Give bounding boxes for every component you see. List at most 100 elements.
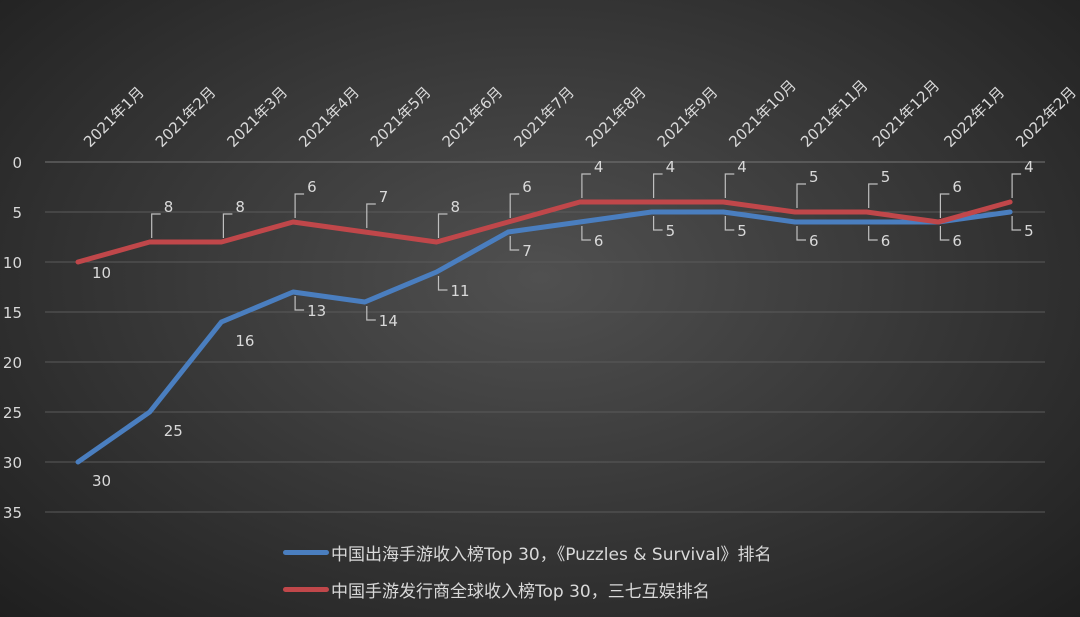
leader-line (294, 193, 305, 218)
leader-line (151, 213, 161, 238)
y-tick-label: 5 (12, 204, 22, 222)
leader-line (222, 213, 233, 238)
data-label: 5 (881, 168, 891, 186)
data-label: 11 (451, 282, 470, 300)
data-label: 5 (1024, 222, 1034, 240)
leader-line (724, 216, 735, 231)
data-point (864, 220, 869, 224)
leader-line (294, 296, 305, 311)
data-label: 25 (164, 422, 183, 440)
leader-line (939, 193, 950, 218)
data-label: 5 (809, 168, 819, 186)
series-line-1 (75, 209, 1013, 465)
leader-line (437, 276, 448, 291)
x-tick-label: 2021年3月 (224, 83, 292, 151)
data-label: 7 (379, 188, 389, 206)
data-label: 5 (737, 222, 747, 240)
data-label: 13 (307, 302, 326, 320)
data-point (793, 220, 797, 224)
y-tick-label: 35 (3, 504, 22, 522)
data-point (147, 240, 152, 244)
data-point (721, 210, 726, 214)
data-label: 6 (952, 232, 962, 250)
leader-line (437, 213, 448, 238)
data-point (362, 300, 367, 304)
data-label: 4 (666, 158, 676, 176)
data-point (434, 240, 439, 244)
data-label: 5 (666, 222, 676, 240)
x-tick-label: 2021年11月 (797, 76, 871, 150)
y-tick-label: 10 (3, 254, 22, 272)
x-tick-label: 2021年5月 (367, 83, 435, 151)
leader-line (366, 306, 376, 321)
x-tick-label: 2021年1月 (80, 83, 148, 151)
y-tick-label: 15 (3, 304, 22, 322)
data-point (577, 220, 582, 224)
data-label: 8 (235, 198, 245, 216)
x-tick-label: 2022年1月 (941, 83, 1009, 151)
legend-item-series-2: 中国手游发行商全球收入榜Top 30，三七互娱排名 (283, 577, 710, 602)
x-tick-label: 2021年10月 (725, 76, 799, 150)
leader-line (652, 216, 663, 231)
data-label: 6 (522, 178, 532, 196)
data-point (936, 220, 941, 224)
leader-line (796, 183, 806, 208)
data-point (793, 210, 797, 214)
series-line-2 (75, 199, 1013, 265)
data-label: 8 (451, 198, 461, 216)
leader-line (1011, 173, 1022, 198)
data-label: 6 (809, 232, 819, 250)
data-label: 10 (92, 264, 111, 282)
leader-line (652, 173, 663, 198)
data-point (577, 200, 582, 204)
data-point (721, 200, 726, 204)
data-point (147, 410, 152, 414)
data-point (506, 220, 511, 224)
y-tick-label: 0 (12, 154, 22, 172)
leader-line (868, 226, 878, 241)
legend-swatch-red (283, 587, 329, 592)
data-point (362, 230, 367, 234)
leader-line (724, 173, 735, 198)
legend-item-series-1: 中国出海手游收入榜Top 30，《Puzzles & Survival》排名 (283, 540, 771, 565)
data-label: 30 (92, 472, 111, 490)
data-point (1008, 210, 1013, 214)
data-point (291, 290, 296, 294)
data-point (434, 270, 439, 274)
data-label: 4 (1024, 158, 1034, 176)
x-tick-label: 2021年8月 (582, 83, 650, 151)
legend-swatch-blue (283, 550, 329, 555)
data-point (291, 220, 296, 224)
data-label: 16 (235, 332, 254, 350)
x-tick-label: 2021年7月 (510, 83, 578, 151)
legend-label: 中国手游发行商全球收入榜Top 30，三七互娱排名 (331, 582, 710, 602)
data-label: 4 (737, 158, 747, 176)
data-label: 6 (952, 178, 962, 196)
leader-line (939, 226, 950, 241)
leader-line (581, 226, 591, 241)
data-point (219, 320, 224, 324)
x-tick-label: 2021年2月 (152, 83, 220, 151)
data-label: 4 (594, 158, 604, 176)
data-label: 6 (881, 232, 891, 250)
data-point (649, 200, 654, 204)
data-point (76, 260, 80, 264)
data-point (864, 210, 869, 214)
leader-line (868, 183, 878, 208)
data-point (649, 210, 654, 214)
x-tick-label: 2021年4月 (295, 83, 363, 151)
leader-line (366, 203, 376, 228)
data-label: 6 (594, 232, 604, 250)
x-tick-label: 2022年2月 (1012, 83, 1080, 151)
data-point (1008, 200, 1013, 204)
leader-line (581, 173, 591, 198)
leader-line (1011, 216, 1022, 231)
leader-line (509, 193, 520, 218)
data-label: 14 (379, 312, 398, 330)
data-point (219, 240, 224, 244)
leader-line (509, 236, 520, 251)
legend-label: 中国出海手游收入榜Top 30，《Puzzles & Survival》排名 (331, 545, 772, 565)
x-tick-label: 2021年6月 (439, 83, 507, 151)
data-point (506, 230, 511, 234)
